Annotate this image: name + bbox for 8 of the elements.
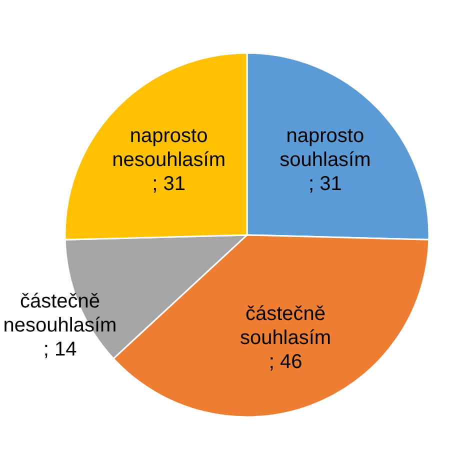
- data-label: ; 46: [268, 351, 302, 374]
- data-label: ; 31: [308, 172, 342, 195]
- data-label: ; 14: [43, 338, 77, 360]
- slice-label: částečně nesouhlasím: [3, 290, 117, 336]
- slice-label: naprosto souhlasím: [280, 124, 371, 171]
- slice-label: naprosto nesouhlasím: [112, 124, 226, 171]
- data-label: ; 31: [152, 172, 186, 195]
- slice-label: částečně souhlasím: [240, 303, 332, 350]
